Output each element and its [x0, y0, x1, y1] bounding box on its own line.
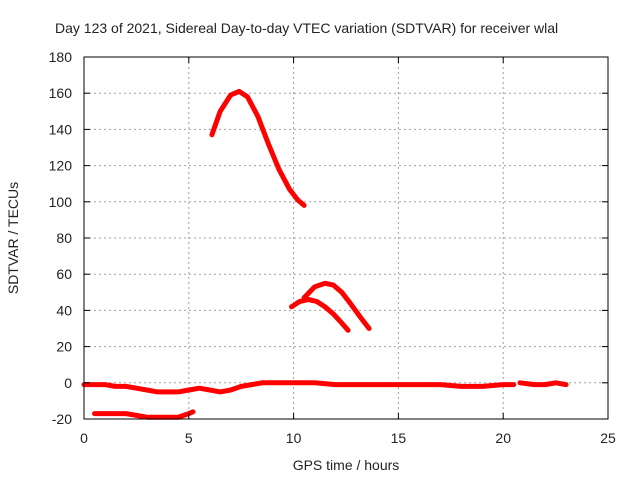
y-tick-label: 140 — [49, 121, 73, 137]
x-tick-label: 25 — [600, 430, 616, 446]
y-tick-label: -20 — [52, 411, 72, 427]
series-negative-arc — [92, 409, 196, 420]
y-tick-label: 180 — [49, 49, 73, 65]
grid-layer — [84, 57, 608, 419]
series-arc-2 — [301, 280, 372, 331]
series-arc-1 — [209, 88, 307, 208]
y-tick-label: 40 — [56, 302, 72, 318]
y-tick-label: 60 — [56, 266, 72, 282]
y-tick-label: 120 — [49, 158, 73, 174]
x-axis-label: GPS time / hours — [293, 457, 400, 473]
y-tick-label: 80 — [56, 230, 72, 246]
y-axis-label: SDTVAR / TECUs — [5, 182, 21, 294]
series-arc-3 — [289, 297, 351, 333]
x-tick-label: 20 — [495, 430, 511, 446]
y-tick-label: 0 — [64, 375, 72, 391]
y-tick-label: 160 — [49, 85, 73, 101]
series-baseline-2 — [517, 380, 569, 388]
x-tick-label: 15 — [391, 430, 407, 446]
x-tick-label: 5 — [185, 430, 193, 446]
series-baseline-1 — [81, 380, 517, 395]
tick-layer: 0 5 10 15 20 25 -20 0 20 40 60 80 100 120 140 160 180 — [49, 49, 616, 446]
series-layer — [81, 88, 569, 420]
chart-title: Day 123 of 2021, Sidereal Day-to-day VTE… — [55, 20, 558, 36]
y-tick-label: 20 — [56, 339, 72, 355]
x-tick-label: 0 — [80, 430, 88, 446]
x-tick-label: 10 — [286, 430, 302, 446]
y-tick-label: 100 — [49, 194, 73, 210]
